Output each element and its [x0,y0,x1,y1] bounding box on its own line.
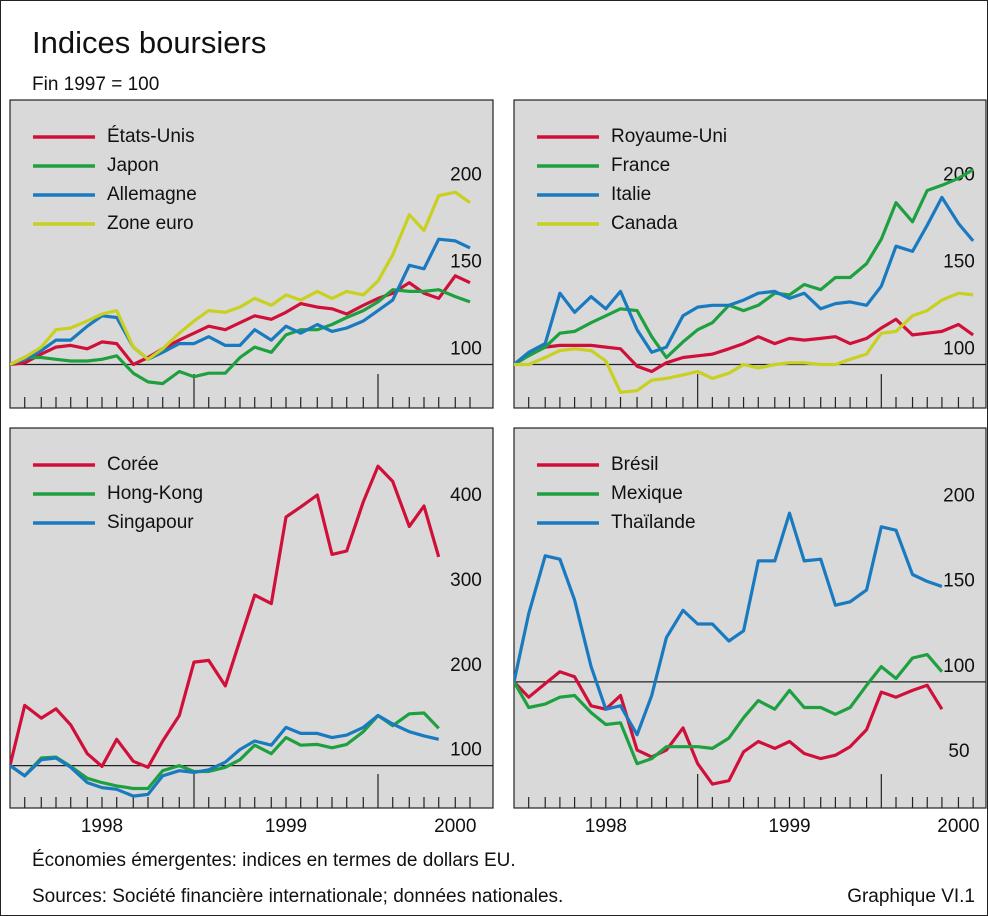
series-line [10,464,441,769]
y-tick-label: 200 [943,486,975,507]
figure-subtitle: Fin 1997 = 100 [32,74,159,95]
legend-label: Brésil [611,454,659,475]
legend-label: Allemagne [107,184,197,205]
x-tick-label: 2000 [434,816,476,837]
legend-label: États-Unis [107,126,195,147]
figure-label: Graphique VI.1 [847,886,975,907]
series-line [10,237,471,367]
y-tick-label: 100 [943,656,975,677]
legend-label: Italie [611,184,651,205]
y-tick-label: 100 [450,339,482,360]
x-tick-label: 1999 [265,816,307,837]
legend-label: Zone euro [107,213,194,234]
legend-label: Japon [107,155,159,176]
series-line [10,711,440,791]
panel [513,99,987,409]
legend-label: Mexique [611,483,683,504]
y-tick-label: 300 [450,570,482,591]
x-tick-label: 2000 [937,816,979,837]
source-note: Sources: Société financière internationa… [32,886,563,907]
note: Économies émergentes: indices en termes … [32,850,516,871]
series-line [10,274,471,367]
series-line [514,168,974,366]
legend-label: Singapour [107,512,194,533]
figure-title: Indices boursiers [32,25,266,60]
panel [513,427,987,809]
series-line [514,511,943,737]
y-tick-label: 400 [450,485,482,506]
x-tick-label: 1999 [768,816,810,837]
series-line [514,195,975,366]
y-tick-label: 200 [450,655,482,676]
legend-label: Hong-Kong [107,483,203,504]
x-tick-label: 1998 [81,816,123,837]
series-line [514,317,975,374]
legend-label: Corée [107,454,159,475]
y-tick-label: 150 [943,252,975,273]
y-tick-label: 100 [943,339,975,360]
y-tick-label: 150 [943,571,975,592]
series-line [10,713,440,798]
y-tick-label: 200 [450,165,482,186]
series-line [514,670,944,786]
series-line [10,190,471,366]
y-tick-label: 100 [450,740,482,761]
y-tick-label: 150 [450,252,482,273]
legend-label: France [611,155,670,176]
panel [9,427,494,809]
legend-label: Thaïlande [611,512,696,533]
series-line [10,288,471,386]
legend-label: Royaume-Uni [611,126,727,147]
series-line [514,291,974,394]
x-tick-label: 1998 [585,816,627,837]
panel [9,99,494,409]
series-line [514,653,944,766]
y-tick-label: 50 [948,741,969,762]
legend-label: Canada [611,213,678,234]
